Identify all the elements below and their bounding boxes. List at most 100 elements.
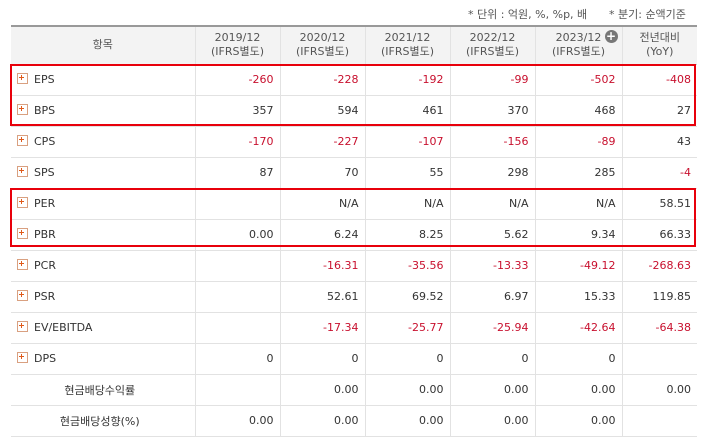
column-header-5: 2023/12 (IFRS별도) + (534, 25, 622, 65)
value-cell: -502 (534, 64, 622, 96)
table-row: SPS 87 70 55 298 285 -4 (11, 157, 697, 189)
expand-plus-icon[interactable] (17, 135, 28, 146)
row-label-cell[interactable]: DPS (11, 343, 195, 375)
column-header-line1: 2019/12 (214, 31, 261, 45)
value-cell: 0 (279, 343, 365, 375)
row-label-cell[interactable]: PSR (11, 281, 195, 313)
expand-plus-icon[interactable] (17, 166, 28, 177)
column-header-line2: (IFRS별도) (210, 45, 265, 59)
period-note: * 분기: 순액기준 (609, 8, 686, 21)
value-cell: 119.85 (621, 281, 697, 313)
expand-plus-icon[interactable] (17, 290, 28, 301)
value-cell: -268.63 (621, 250, 697, 282)
row-label: DPS (34, 352, 57, 365)
value-cell: 43 (621, 126, 697, 158)
column-header-line2: (IFRS별도) (295, 45, 350, 59)
value-cell (194, 250, 280, 282)
value-cell: 0 (194, 343, 280, 375)
expand-plus-icon[interactable] (17, 321, 28, 332)
value-cell: 87 (194, 157, 280, 189)
row-label-cell: 현금배당성향(%) (11, 405, 195, 437)
value-cell (194, 188, 280, 220)
value-cell: 370 (449, 95, 535, 127)
expand-plus-icon[interactable] (17, 104, 28, 115)
expand-plus-icon[interactable] (17, 352, 28, 363)
value-cell: 0.00 (279, 374, 365, 406)
value-cell: 0.00 (449, 374, 535, 406)
value-cell: N/A (279, 188, 365, 220)
row-label: EV/EBITDA (34, 321, 93, 334)
column-header-line1: 2022/12 (469, 31, 516, 45)
row-label-cell[interactable]: EPS (11, 64, 195, 96)
value-cell: N/A (364, 188, 450, 220)
value-cell: -49.12 (534, 250, 622, 282)
value-cell: -170 (194, 126, 280, 158)
highlight-box-eps-bps (10, 64, 696, 126)
value-cell: -16.31 (279, 250, 365, 282)
column-header-line1: 2021/12 (384, 31, 431, 45)
value-cell: -13.33 (449, 250, 535, 282)
value-cell: -42.64 (534, 312, 622, 344)
expand-plus-icon[interactable] (17, 197, 28, 208)
value-cell: -156 (449, 126, 535, 158)
value-cell: 15.33 (534, 281, 622, 313)
value-cell: 0.00 (621, 374, 697, 406)
expand-plus-icon[interactable] (17, 73, 28, 84)
row-label-cell[interactable]: SPS (11, 157, 195, 189)
row-label: PBR (34, 228, 56, 241)
row-label: 현금배당수익률 (64, 383, 136, 397)
row-label-cell[interactable]: EV/EBITDA (11, 312, 195, 344)
value-cell: -260 (194, 64, 280, 96)
value-cell: -25.94 (449, 312, 535, 344)
column-header-line1: 항목 (92, 38, 113, 52)
row-label: PSR (34, 290, 56, 303)
row-label-cell: 현금배당수익률 (11, 374, 195, 406)
expand-plus-icon[interactable] (17, 228, 28, 239)
value-cell: -35.56 (364, 250, 450, 282)
row-label-cell[interactable]: PCR (11, 250, 195, 282)
value-cell: -4 (621, 157, 697, 189)
table-row: CPS -170 -227 -107 -156 -89 43 (11, 126, 697, 158)
expand-plus-icon[interactable] (17, 259, 28, 270)
value-cell: -227 (279, 126, 365, 158)
column-header-line1: 전년대비 (639, 31, 680, 45)
row-label: EPS (34, 73, 55, 86)
row-label: CPS (34, 135, 56, 148)
row-label-cell[interactable]: CPS (11, 126, 195, 158)
row-label: PCR (34, 259, 56, 272)
value-cell: 0.00 (534, 374, 622, 406)
value-cell: -25.77 (364, 312, 450, 344)
value-cell: -107 (364, 126, 450, 158)
row-label: SPS (34, 166, 55, 179)
financial-ratio-table: 항목 2019/12 (IFRS별도) 2020/12 (IFRS별도) 2021/12(… (11, 25, 697, 437)
column-header-line2: (IFRS별도) (551, 45, 606, 59)
value-cell (194, 281, 280, 313)
row-label-cell[interactable]: PER (11, 188, 195, 220)
row-label: 현금배당성향(%) (59, 414, 140, 428)
value-cell: 0.00 (194, 405, 280, 437)
value-cell: -99 (449, 64, 535, 96)
value-cell (194, 312, 280, 344)
column-header-6: 전년대비 (YoY) (621, 25, 697, 65)
value-cell: 0.00 (364, 405, 450, 437)
value-cell: N/A (449, 188, 535, 220)
row-label: PER (34, 197, 56, 210)
value-cell: 0 (364, 343, 450, 375)
value-cell: 58.51 (621, 188, 697, 220)
plus-circle-icon[interactable]: + (604, 29, 618, 43)
column-header-2: 2020/12 (IFRS별도) (279, 25, 365, 65)
value-cell: 0.00 (364, 374, 450, 406)
column-header-line1: 2020/12 (299, 31, 346, 45)
value-cell (621, 343, 697, 375)
table-row: 현금배당수익률 0.00 0.00 0.00 0.00 0.00 (11, 374, 697, 406)
highlight-box-per-pbr (10, 188, 696, 247)
value-cell: -192 (364, 64, 450, 96)
value-cell: 0 (534, 343, 622, 375)
column-header-line1: 2023/12 (555, 31, 602, 45)
value-cell: 298 (449, 157, 535, 189)
value-cell: -64.38 (621, 312, 697, 344)
value-cell: 0.00 (534, 405, 622, 437)
value-cell: 69.52 (364, 281, 450, 313)
column-header-line2: (IFRS별도) (465, 45, 520, 59)
column-header-line2: (IFRS별도) (380, 45, 435, 59)
